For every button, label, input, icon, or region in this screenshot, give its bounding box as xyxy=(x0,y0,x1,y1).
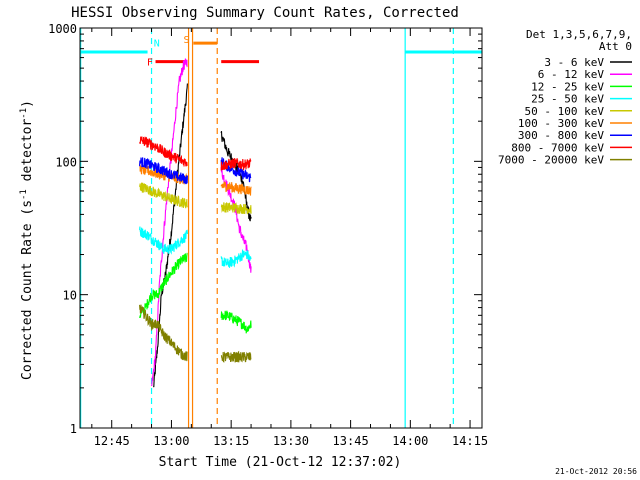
series-4-segment-1 xyxy=(220,202,252,215)
plot-layer: NF S xyxy=(80,28,482,428)
footer-timestamp: 21-Oct-2012 20:56 xyxy=(555,467,637,476)
x-axis-label: Start Time (21-Oct-12 12:37:02) xyxy=(159,455,402,470)
x-tick-label: 13:15 xyxy=(213,434,249,448)
legend-entry-label: 3 - 6 keV xyxy=(544,56,604,69)
y-tick-label: 10 xyxy=(63,289,77,303)
legend-header-line2: Att 0 xyxy=(599,40,632,53)
series-3-segment-0 xyxy=(139,226,188,255)
y-axis-label: Corrected Count Rate (s-1 detector-1) xyxy=(19,100,35,380)
annotation-n: N xyxy=(154,38,160,49)
legend-entry-label: 6 - 12 keV xyxy=(538,68,605,81)
series-8-segment-1 xyxy=(220,350,252,363)
series-7-segment-1 xyxy=(220,158,252,172)
legend-entry-label: 25 - 50 keV xyxy=(531,93,604,106)
y-axis-label-sup2: -1 xyxy=(19,108,29,119)
x-tick-label: 13:45 xyxy=(333,434,369,448)
y-axis-label-main: Corrected Count Rate (s xyxy=(20,200,35,380)
y-axis-label-mid: detector xyxy=(20,119,35,190)
series-7-segment-0 xyxy=(139,136,188,167)
annotation-s: S xyxy=(184,35,190,46)
series-4-segment-0 xyxy=(139,182,188,209)
series-5-segment-1 xyxy=(220,181,252,196)
x-tick-label: 12:45 xyxy=(94,434,130,448)
series-6-segment-0 xyxy=(139,157,188,185)
x-tick-label: 14:15 xyxy=(452,434,488,448)
series-8-segment-0 xyxy=(139,304,188,362)
y-axis-label-sup1: -1 xyxy=(19,189,29,200)
x-tick-label: 13:00 xyxy=(153,434,189,448)
legend-entry-label: 800 - 7000 keV xyxy=(511,141,604,154)
series-2-segment-1 xyxy=(220,310,252,334)
legend-entry-label: 12 - 25 keV xyxy=(531,80,604,93)
y-axis-label-end: ) xyxy=(20,100,35,108)
axes-layer: 1 10 100 1000 12:45 13:00 13:15 13:30 13:45 14:00… xyxy=(48,22,488,448)
x-tick-label: 14:00 xyxy=(392,434,428,448)
x-tick-label: 13:30 xyxy=(273,434,309,448)
legend-entry-label: 50 - 100 keV xyxy=(525,105,605,118)
series-1-segment-1 xyxy=(220,167,252,273)
series-3-segment-1 xyxy=(220,248,252,268)
legend-header-line1: Det 1,3,5,6,7,9, xyxy=(526,28,632,41)
y-tick-label: 1000 xyxy=(48,22,77,36)
series-2-segment-0 xyxy=(139,252,188,319)
y-tick-label: 1 xyxy=(70,422,77,436)
plot-frame xyxy=(79,27,483,429)
legend-entry-label: 300 - 800 keV xyxy=(518,129,604,142)
legend-entry-label: 100 - 300 keV xyxy=(518,117,604,130)
legend-entry-label: 7000 - 20000 keV xyxy=(498,154,604,167)
y-tick-label: 100 xyxy=(55,155,77,169)
annotation-f: F xyxy=(147,58,153,69)
chart-title: HESSI Observing Summary Count Rates, Cor… xyxy=(71,5,459,21)
